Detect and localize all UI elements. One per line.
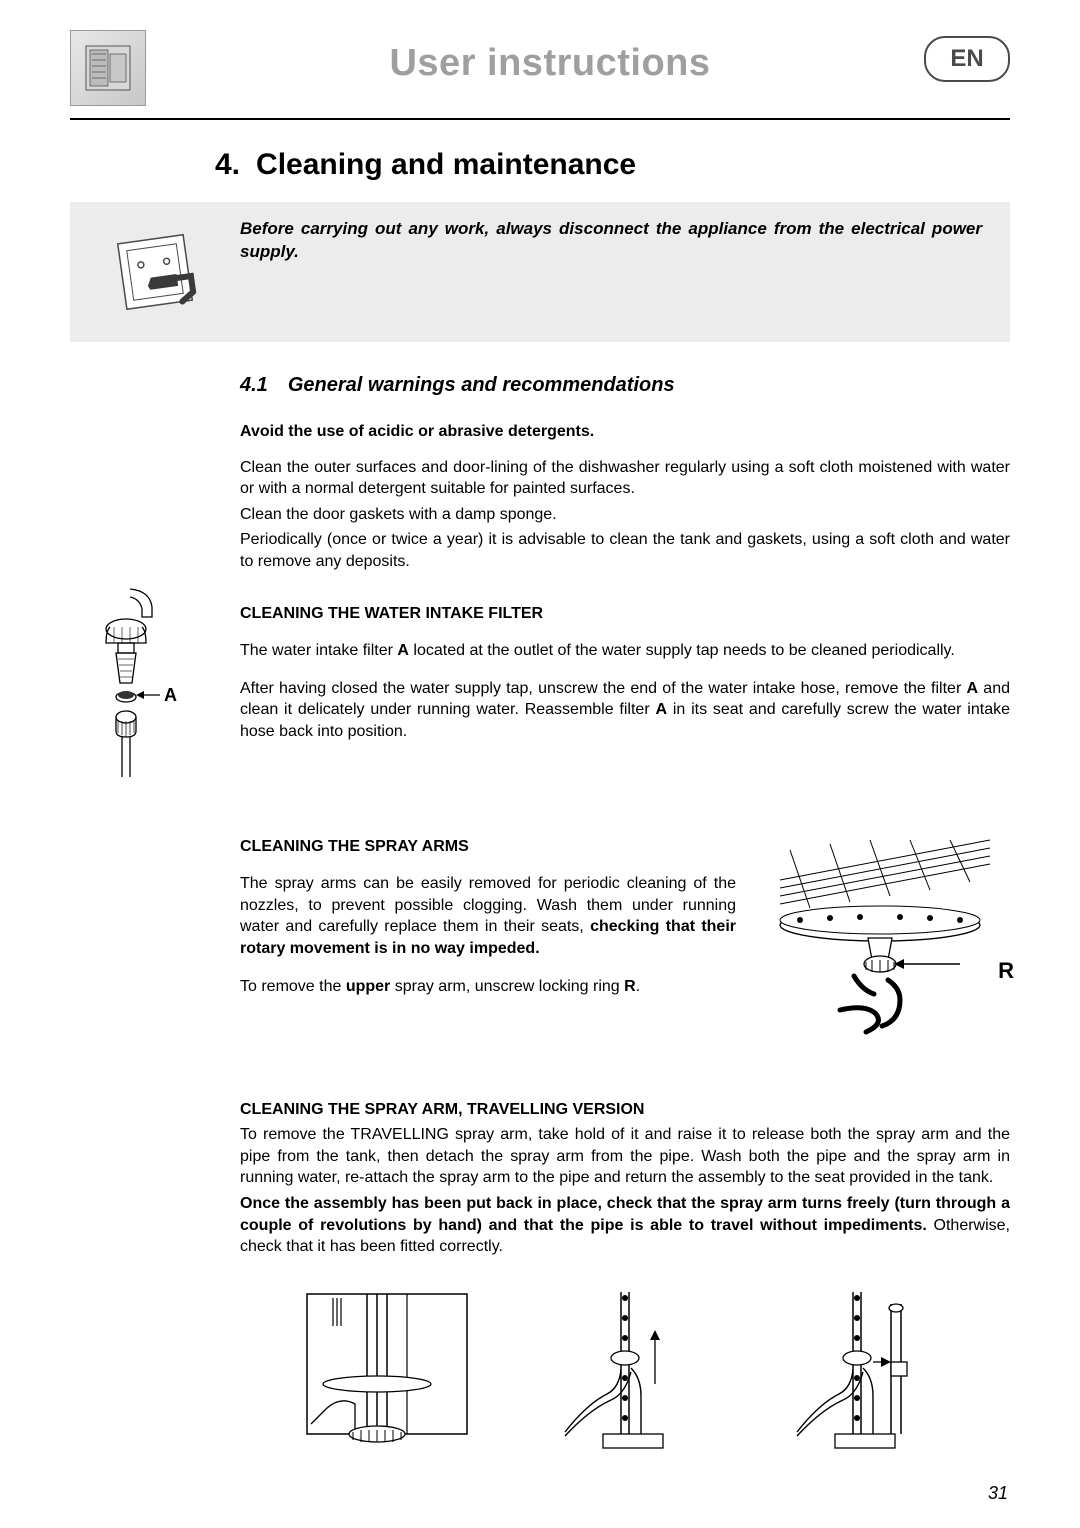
- plug-socket-icon: [70, 202, 240, 342]
- dishwasher-icon: [70, 30, 146, 106]
- warning-block: Before carrying out any work, always dis…: [70, 202, 1010, 342]
- spray-para-1: The spray arms can be easily removed for…: [240, 873, 736, 959]
- water-tap-filter-diagram: A: [70, 587, 240, 782]
- travelling-section: CLEANING THE SPRAY ARM, TRAVELLING VERSI…: [240, 1099, 1010, 1258]
- travelling-para-1: To remove the TRAVELLING spray arm, take…: [240, 1124, 1010, 1189]
- clean-outer-text-3: Periodically (once or twice a year) it i…: [240, 529, 1010, 572]
- spray-arms-section: CLEANING THE SPRAY ARMS The spray arms c…: [240, 820, 1010, 1055]
- section-heading: 4.1 General warnings and recommendations: [240, 374, 1010, 397]
- intro-body: Avoid the use of acidic or abrasive dete…: [240, 421, 1010, 573]
- filter-text: CLEANING THE WATER INTAKE FILTER The wat…: [240, 587, 1010, 759]
- avoid-detergents-text: Avoid the use of acidic or abrasive dete…: [240, 421, 1010, 443]
- warning-text: Before carrying out any work, always dis…: [240, 202, 1010, 342]
- spray-heading: CLEANING THE SPRAY ARMS: [240, 836, 736, 858]
- page-title: User instructions: [176, 30, 924, 85]
- clean-outer-text-2: Clean the door gaskets with a damp spong…: [240, 504, 1010, 526]
- clean-outer-text-1: Clean the outer surfaces and door-lining…: [240, 457, 1010, 500]
- upper-spray-arm-diagram: R: [760, 820, 1010, 1055]
- header-rule: [70, 118, 1010, 120]
- travelling-arm-detach-diagram: [773, 1284, 953, 1459]
- filter-section: A CLEANING THE WATER INTAKE FILTER The w…: [70, 587, 1010, 782]
- chapter-heading: 4. Cleaning and maintenance: [215, 148, 1010, 182]
- travelling-arm-raise-diagram: [535, 1284, 715, 1459]
- spray-figure-label-r: R: [998, 958, 1014, 984]
- page-number: 31: [988, 1483, 1008, 1504]
- filter-para-2: After having closed the water supply tap…: [240, 678, 1010, 743]
- filter-heading: CLEANING THE WATER INTAKE FILTER: [240, 603, 1010, 625]
- spray-arms-text: CLEANING THE SPRAY ARMS The spray arms c…: [240, 820, 760, 1014]
- filter-label-a: A: [164, 685, 177, 705]
- page-header: User instructions EN: [70, 30, 1010, 106]
- travelling-heading: CLEANING THE SPRAY ARM, TRAVELLING VERSI…: [240, 1099, 1010, 1121]
- travelling-figures: [240, 1284, 1010, 1459]
- spray-para-2: To remove the upper spray arm, unscrew l…: [240, 976, 736, 998]
- chapter-title: Cleaning and maintenance: [256, 148, 636, 181]
- language-badge: EN: [924, 36, 1010, 82]
- section-number: 4.1: [240, 374, 268, 397]
- travelling-para-2: Once the assembly has been put back in p…: [240, 1193, 1010, 1258]
- filter-para-1: The water intake filter A located at the…: [240, 640, 1010, 662]
- section-title: General warnings and recommendations: [288, 374, 675, 396]
- travelling-arm-insert-diagram: [297, 1284, 477, 1459]
- page: User instructions EN 4. Cleaning and main…: [0, 0, 1080, 1528]
- chapter-number: 4.: [215, 148, 240, 182]
